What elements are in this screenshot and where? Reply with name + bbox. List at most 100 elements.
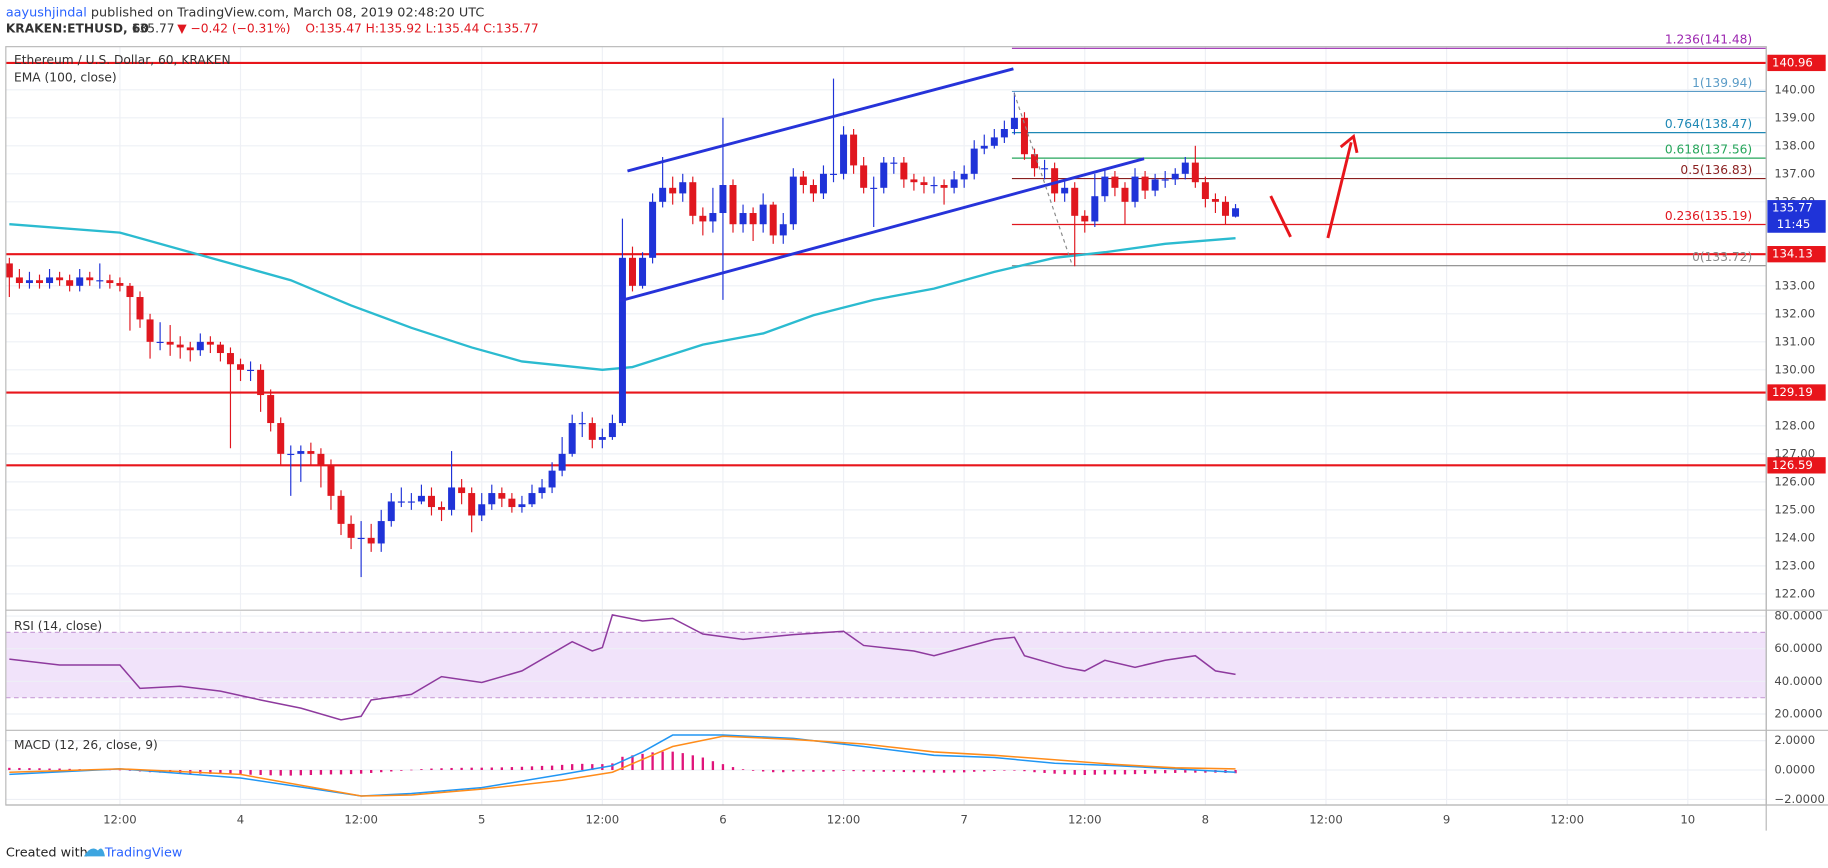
y-tick-label: 132.00: [1774, 306, 1815, 320]
histogram-bar: [932, 770, 936, 773]
candle-body: [116, 283, 124, 286]
candle-body: [870, 187, 878, 189]
histogram-bar: [872, 770, 875, 772]
candle-body: [940, 185, 948, 188]
histogram-bar: [802, 770, 805, 772]
fib-label: 1(139.94): [1692, 76, 1752, 90]
histogram-bar: [68, 768, 71, 771]
grid: [5, 46, 1767, 805]
candle-body: [910, 179, 918, 183]
x-tick-label: 12:00: [1068, 813, 1102, 827]
candle-body: [850, 134, 858, 166]
candle-body: [699, 215, 707, 222]
candle-body: [799, 176, 807, 186]
candle-body: [920, 182, 928, 186]
arrow-down: [1269, 195, 1292, 238]
candle-body: [548, 470, 556, 488]
candle-body: [347, 523, 355, 538]
candle-body: [106, 280, 114, 284]
x-tick-label: 5: [478, 813, 485, 827]
histogram-bar: [1113, 770, 1117, 775]
candle-body: [417, 495, 425, 502]
candle-body: [568, 423, 576, 454]
indicator-line: [9, 735, 1236, 797]
histogram-bar: [942, 770, 946, 773]
candle-body: [639, 257, 647, 286]
histogram-bar: [269, 770, 272, 776]
candle-body: [206, 341, 214, 345]
candle-body: [578, 423, 586, 425]
histogram-bar: [571, 764, 574, 771]
x-tick-label: 12:00: [344, 813, 378, 827]
trend-line: [627, 67, 1014, 173]
y-tick-label: 2.0000: [1774, 733, 1815, 747]
histogram-bar: [470, 767, 473, 771]
symbol: KRAKEN:ETHUSD, 60: [6, 22, 149, 36]
last-price: 135.77: [1772, 201, 1813, 215]
main-title: Ethereum / U.S. Dollar, 60, KRAKEN: [14, 53, 231, 67]
candle-body: [1071, 187, 1079, 216]
candle-body: [618, 257, 626, 424]
candle-body: [1181, 162, 1189, 174]
y-tick-label: 126.00: [1774, 474, 1815, 488]
histogram-bar: [118, 769, 122, 771]
histogram-bar: [560, 764, 564, 771]
candle-body: [1061, 187, 1069, 194]
candle-body: [307, 451, 315, 454]
histogram-bar: [1073, 770, 1076, 775]
y-tick-label: 0.0000: [1774, 763, 1815, 777]
candle-body: [689, 182, 697, 216]
candle-body: [196, 341, 204, 351]
histogram-bar: [219, 770, 222, 774]
candle-body: [25, 280, 33, 284]
y-tick-label: 127.00: [1774, 446, 1815, 460]
candle-body: [96, 280, 104, 282]
candle-body: [317, 453, 325, 466]
level-label: 134.13: [1772, 247, 1813, 261]
histogram-bar: [1053, 770, 1056, 774]
histogram-bar: [259, 770, 262, 776]
candle-body: [1141, 176, 1149, 191]
histogram-bar: [952, 770, 956, 773]
candle-body: [126, 285, 134, 298]
histogram-bar: [400, 770, 403, 771]
histogram-bar: [58, 768, 61, 771]
x-tick-label: 4: [237, 813, 244, 827]
candle-body: [930, 185, 938, 187]
histogram-bar: [681, 753, 684, 771]
candle-body: [809, 185, 817, 194]
candle-body: [15, 277, 23, 284]
x-tick-label: 12:00: [586, 813, 620, 827]
histogram-bar: [349, 770, 353, 775]
y-tick-label: −2.0000: [1774, 792, 1825, 806]
candle-body: [1000, 129, 1008, 138]
candle-body: [478, 504, 486, 516]
candle-body: [427, 495, 435, 508]
histogram-bar: [1023, 770, 1026, 772]
ema-line: [9, 223, 1236, 372]
rsi-title: RSI (14, close): [14, 619, 102, 633]
histogram-bar: [792, 770, 795, 772]
trend-line: [619, 157, 1145, 303]
histogram-bar: [1043, 770, 1046, 773]
candle-body: [166, 341, 174, 345]
candle-body: [558, 453, 566, 471]
candle-body: [990, 137, 998, 146]
candle-body: [779, 224, 787, 236]
y-tick-label: 140.00: [1774, 82, 1815, 96]
candle-body: [900, 162, 908, 180]
histogram-bar: [28, 768, 31, 771]
candle-body: [156, 341, 164, 344]
histogram-bar: [329, 770, 333, 775]
candle-body: [1111, 176, 1119, 188]
level-label-bg: [1767, 54, 1826, 72]
histogram-bar: [641, 753, 644, 771]
candle-body: [1151, 179, 1159, 191]
candle-body: [860, 165, 868, 188]
footer-brand[interactable]: TradingView: [104, 845, 182, 860]
change: ▼ −0.42 (−0.31%): [177, 22, 290, 36]
candle-body: [960, 173, 968, 180]
published: published on TradingView.com, March 08, …: [91, 5, 484, 20]
histogram-bar: [731, 767, 735, 771]
